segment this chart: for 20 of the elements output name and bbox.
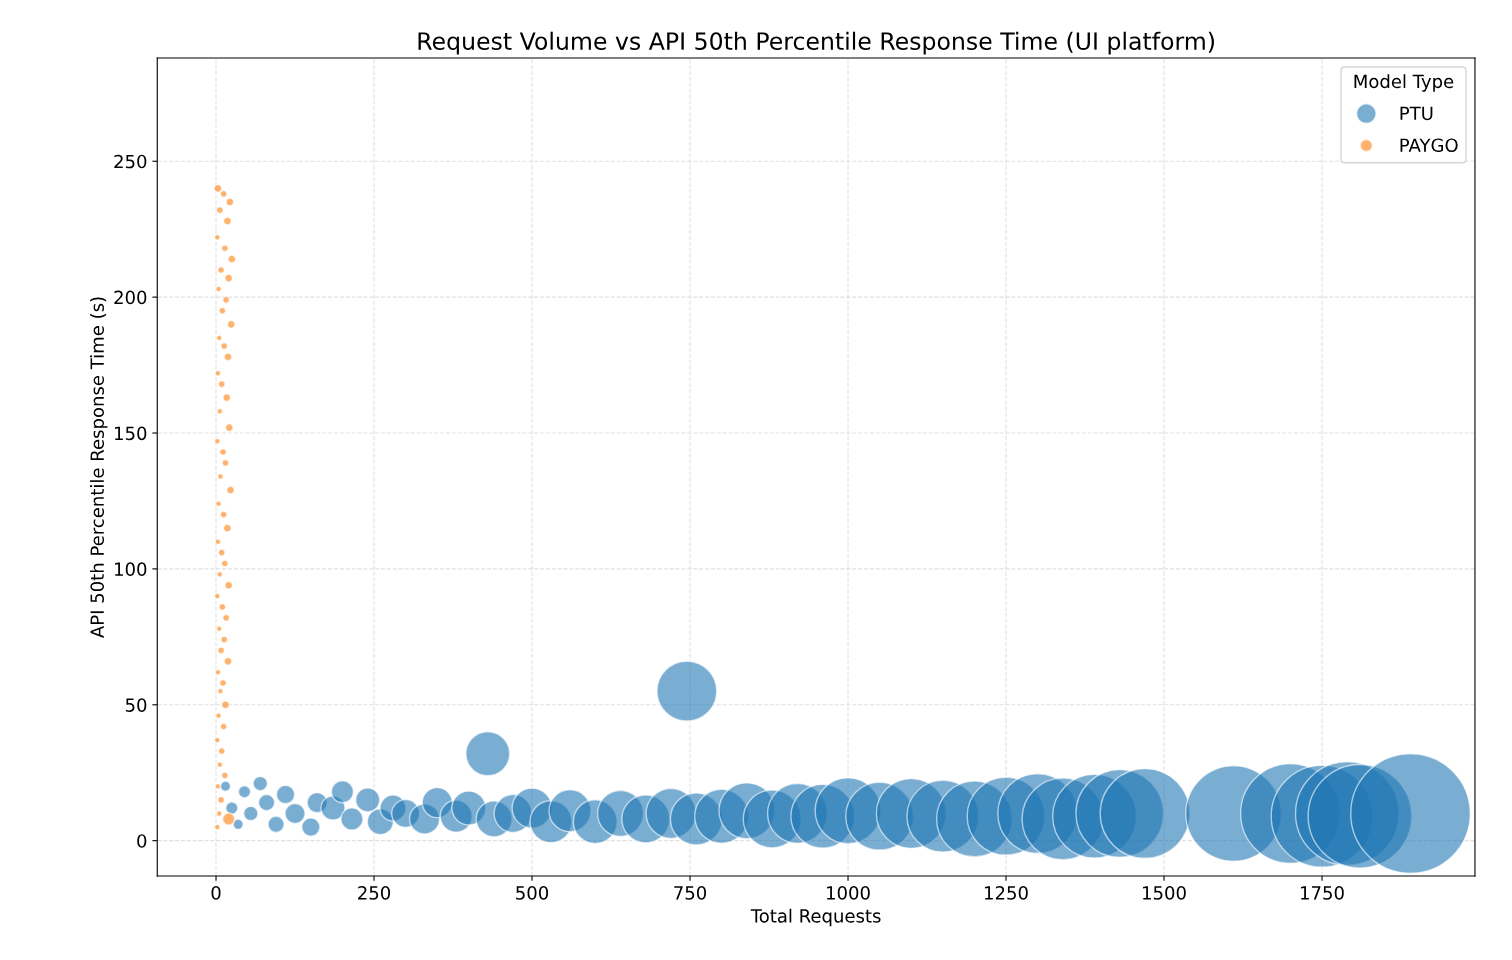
y-tick-label: 100 bbox=[115, 562, 147, 577]
x-tick-label: 1500 bbox=[1143, 886, 1186, 900]
y-axis-title: API 50th Percentile Response Time (s) bbox=[90, 297, 108, 638]
y-tick-label: 150 bbox=[115, 426, 147, 441]
x-tick-label: 1000 bbox=[827, 886, 870, 900]
x-tick-label: 0 bbox=[211, 886, 221, 900]
y-tick-label: 0 bbox=[137, 834, 147, 848]
x-tick-label: 250 bbox=[358, 886, 391, 900]
x-axis-title: Total Requests bbox=[750, 908, 881, 927]
x-tick-label: 1750 bbox=[1301, 886, 1344, 900]
legend-label: PTU bbox=[1400, 106, 1433, 121]
legend-title: Model Type bbox=[1354, 74, 1454, 92]
legend-label: PAYGO bbox=[1400, 138, 1458, 153]
x-tick-label: 500 bbox=[516, 886, 549, 900]
chart-title: Request Volume vs API 50th Percentile Response Time (UI platform) bbox=[418, 31, 1214, 55]
x-tick-label: 1250 bbox=[985, 886, 1028, 900]
x-tick-label: 750 bbox=[674, 886, 707, 900]
y-tick-label: 50 bbox=[125, 698, 147, 712]
y-tick-label: 200 bbox=[114, 290, 147, 305]
y-tick-label: 250 bbox=[114, 154, 147, 169]
